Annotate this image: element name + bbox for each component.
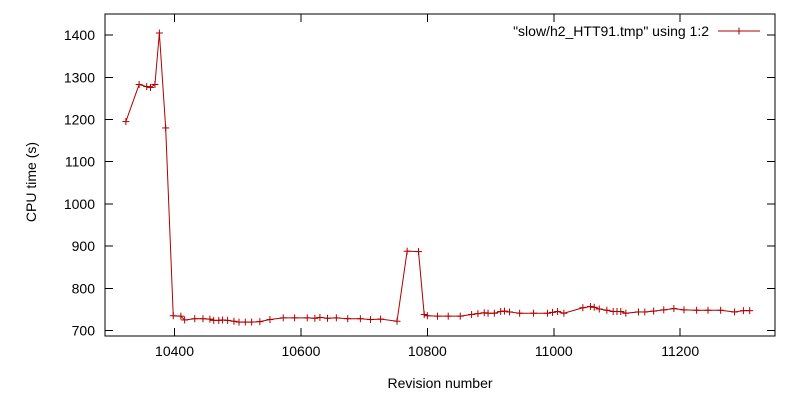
data-point — [366, 316, 374, 324]
data-point — [323, 314, 331, 322]
data-point — [622, 309, 630, 317]
data-point — [393, 317, 401, 325]
x-axis-title: Revision number — [387, 375, 492, 391]
data-point — [403, 247, 411, 255]
data-point — [634, 308, 642, 316]
data-point — [506, 308, 514, 316]
y-tick-label: 700 — [72, 323, 96, 339]
data-point — [680, 306, 688, 314]
data-point — [199, 315, 207, 323]
plot-frame — [104, 13, 776, 337]
data-point — [291, 314, 299, 322]
data-point — [739, 307, 747, 315]
tick-labels: 10400 10600 10800 11000 11200 700 800 900 1000 11… — [64, 27, 699, 359]
data-point — [579, 304, 587, 312]
y-tick-label: 1200 — [64, 112, 95, 128]
y-axis-title: CPU time (s) — [23, 142, 39, 222]
data-point — [641, 308, 649, 316]
data-point — [670, 305, 678, 313]
data-point — [516, 309, 524, 317]
data-point — [456, 312, 464, 320]
y-tick-label: 1300 — [64, 69, 95, 85]
data-point — [135, 80, 143, 88]
x-tick-label: 10600 — [281, 343, 320, 359]
y-tick-label: 1000 — [64, 196, 95, 212]
data-point — [590, 303, 598, 311]
x-tick-label: 10400 — [155, 343, 194, 359]
data-point — [155, 29, 163, 37]
legend: "slow/h2_HTT91.tmp" using 1:2 — [513, 23, 760, 39]
data-point — [530, 309, 538, 317]
data-point — [543, 309, 551, 317]
data-point — [731, 308, 739, 316]
data-point — [617, 308, 625, 316]
data-point — [377, 315, 385, 323]
data-point — [311, 314, 319, 322]
data-point — [122, 118, 130, 126]
y-tick-label: 800 — [72, 280, 96, 296]
x-tick-label: 11200 — [661, 343, 699, 359]
data-series — [122, 29, 754, 326]
legend-label: "slow/h2_HTT91.tmp" using 1:2 — [513, 23, 709, 39]
data-point — [151, 80, 159, 88]
data-point — [143, 83, 151, 91]
data-point — [303, 314, 311, 322]
data-point — [549, 308, 557, 316]
data-point — [717, 306, 725, 314]
y-tick-label: 1100 — [65, 154, 95, 170]
data-point — [603, 306, 611, 314]
data-point — [181, 316, 189, 324]
data-point — [468, 310, 476, 318]
y-tick-label: 1400 — [64, 27, 95, 43]
y-tick-label: 900 — [72, 238, 96, 254]
data-point — [316, 313, 324, 321]
x-tick-label: 10800 — [408, 343, 447, 359]
data-point — [147, 83, 155, 91]
data-point — [560, 309, 568, 317]
data-point — [235, 318, 243, 326]
data-point — [490, 309, 498, 317]
data-point — [420, 310, 428, 318]
data-point — [266, 316, 274, 324]
data-point — [444, 312, 452, 320]
data-point — [206, 315, 214, 323]
data-point — [595, 305, 603, 313]
data-point — [433, 312, 441, 320]
data-point — [224, 316, 232, 324]
data-point — [169, 312, 177, 320]
data-point — [248, 318, 256, 326]
data-point — [230, 317, 238, 325]
data-point — [415, 248, 423, 256]
data-point — [693, 306, 701, 314]
data-point — [332, 314, 340, 322]
data-point — [356, 315, 364, 323]
data-point — [484, 309, 492, 317]
data-point — [500, 307, 508, 315]
data-point — [191, 315, 199, 323]
data-point — [162, 124, 170, 132]
axes — [104, 13, 776, 337]
data-point — [586, 302, 594, 310]
tick-marks — [105, 14, 775, 336]
data-point — [474, 310, 482, 318]
data-point — [256, 318, 264, 326]
data-point — [279, 314, 287, 322]
data-point — [554, 308, 562, 316]
data-point — [177, 312, 185, 320]
data-point — [704, 306, 712, 314]
data-point — [650, 307, 658, 315]
data-point — [660, 306, 668, 314]
data-point — [746, 307, 754, 315]
data-point — [344, 315, 352, 323]
x-tick-label: 11000 — [535, 343, 573, 359]
legend-marker-sample — [735, 27, 743, 35]
data-point — [241, 318, 249, 326]
data-point — [423, 312, 431, 320]
